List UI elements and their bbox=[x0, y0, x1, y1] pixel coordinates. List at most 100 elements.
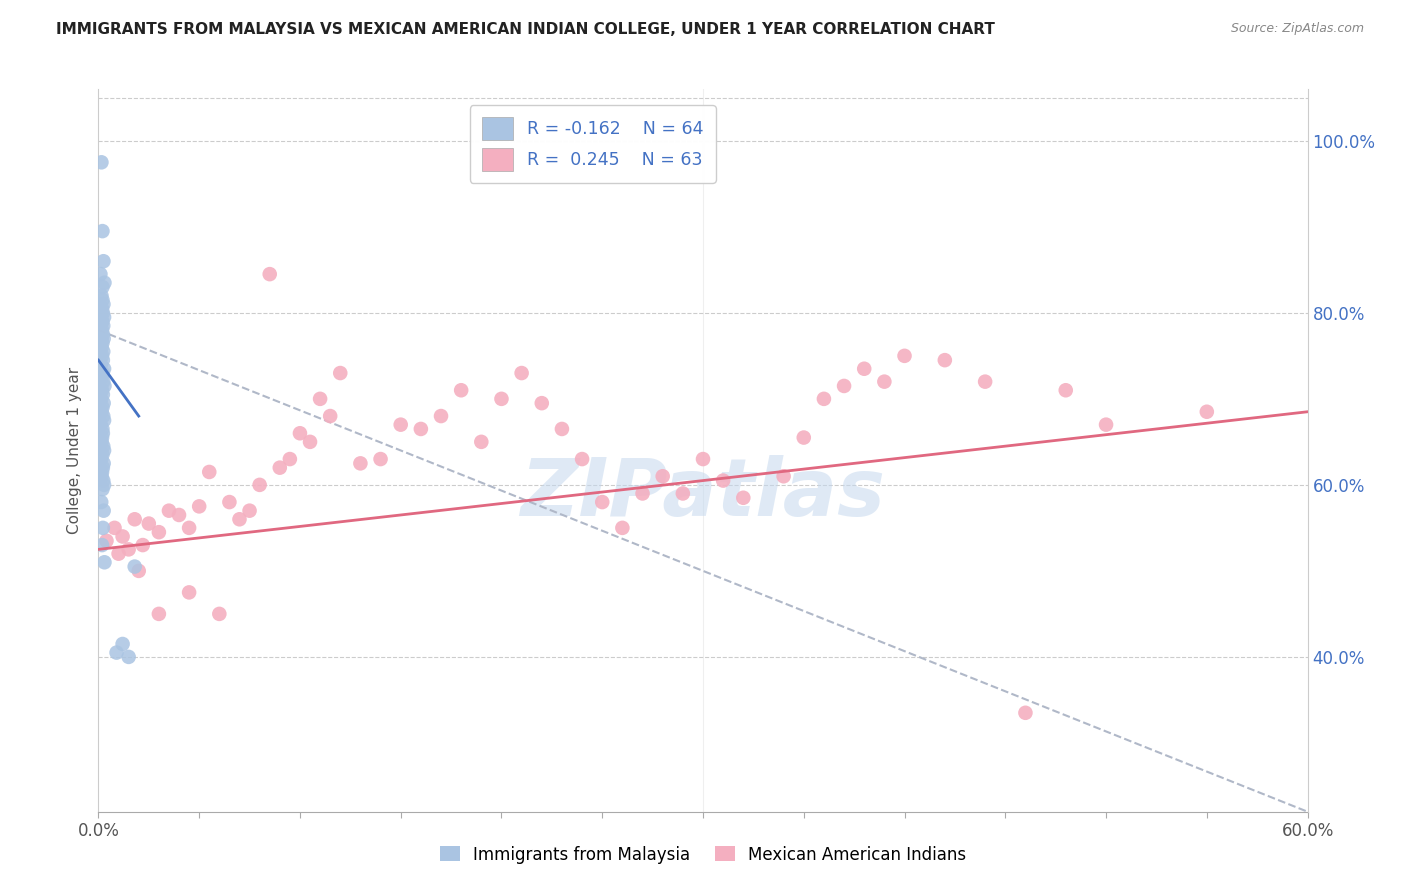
Point bbox=[91, 349, 114, 363]
Point bbox=[167, 508, 190, 522]
Point bbox=[91, 280, 114, 294]
Point bbox=[239, 503, 262, 517]
Point bbox=[1195, 405, 1218, 419]
Point bbox=[93, 276, 115, 290]
Point bbox=[90, 306, 112, 320]
Point bbox=[91, 306, 114, 320]
Point bbox=[179, 585, 201, 599]
Point bbox=[208, 607, 231, 621]
Point bbox=[1014, 706, 1036, 720]
Point bbox=[259, 267, 281, 281]
Point bbox=[893, 349, 915, 363]
Point bbox=[90, 332, 112, 346]
Point bbox=[91, 409, 114, 423]
Point bbox=[1095, 417, 1118, 432]
Point bbox=[91, 460, 114, 475]
Point bbox=[93, 297, 115, 311]
Point bbox=[309, 392, 332, 406]
Point bbox=[329, 366, 352, 380]
Point bbox=[107, 547, 129, 561]
Point bbox=[90, 452, 112, 467]
Point bbox=[148, 607, 170, 621]
Point bbox=[179, 521, 201, 535]
Y-axis label: College, Under 1 year: College, Under 1 year bbox=[67, 367, 83, 534]
Point bbox=[93, 310, 115, 325]
Point bbox=[278, 452, 301, 467]
Point bbox=[218, 495, 240, 509]
Point bbox=[612, 521, 634, 535]
Legend: Immigrants from Malaysia, Mexican American Indians: Immigrants from Malaysia, Mexican Americ… bbox=[433, 839, 973, 871]
Point bbox=[90, 434, 112, 449]
Point bbox=[111, 529, 134, 543]
Point bbox=[188, 500, 211, 514]
Point bbox=[571, 452, 593, 467]
Point bbox=[90, 417, 112, 432]
Point bbox=[124, 559, 146, 574]
Point bbox=[93, 503, 115, 517]
Point bbox=[91, 344, 114, 359]
Legend: R = -0.162    N = 64, R =  0.245    N = 63: R = -0.162 N = 64, R = 0.245 N = 63 bbox=[470, 105, 716, 183]
Point bbox=[974, 375, 997, 389]
Point bbox=[91, 335, 114, 350]
Point bbox=[349, 456, 371, 470]
Point bbox=[90, 370, 112, 384]
Point bbox=[389, 417, 412, 432]
Point bbox=[91, 482, 114, 496]
Point bbox=[91, 293, 114, 307]
Point bbox=[132, 538, 155, 552]
Point bbox=[510, 366, 533, 380]
Point bbox=[90, 405, 112, 419]
Point bbox=[91, 521, 114, 535]
Point bbox=[711, 474, 734, 488]
Point bbox=[672, 486, 695, 500]
Point bbox=[93, 254, 115, 268]
Point bbox=[157, 503, 180, 517]
Text: Source: ZipAtlas.com: Source: ZipAtlas.com bbox=[1230, 22, 1364, 36]
Point bbox=[288, 426, 311, 441]
Point bbox=[91, 387, 114, 401]
Point bbox=[91, 353, 114, 368]
Point bbox=[651, 469, 673, 483]
Point bbox=[91, 301, 114, 316]
Point bbox=[91, 314, 114, 328]
Point bbox=[91, 383, 114, 397]
Point bbox=[409, 422, 432, 436]
Point bbox=[551, 422, 574, 436]
Point bbox=[93, 413, 115, 427]
Point bbox=[228, 512, 250, 526]
Point bbox=[105, 646, 128, 660]
Point bbox=[91, 448, 114, 462]
Point bbox=[91, 375, 114, 389]
Point bbox=[93, 443, 115, 458]
Point bbox=[733, 491, 755, 505]
Point bbox=[93, 456, 115, 470]
Point bbox=[91, 439, 114, 453]
Point bbox=[93, 379, 115, 393]
Point bbox=[91, 422, 114, 436]
Point bbox=[118, 649, 141, 664]
Point bbox=[90, 495, 112, 509]
Point bbox=[103, 521, 125, 535]
Point bbox=[96, 533, 118, 548]
Point bbox=[93, 361, 115, 376]
Point bbox=[93, 396, 115, 410]
Point bbox=[692, 452, 714, 467]
Point bbox=[91, 401, 114, 415]
Point bbox=[90, 358, 112, 372]
Point bbox=[89, 267, 111, 281]
Point bbox=[772, 469, 794, 483]
Point bbox=[873, 375, 896, 389]
Point bbox=[299, 434, 322, 449]
Point bbox=[91, 323, 114, 337]
Point bbox=[370, 452, 392, 467]
Text: ZIPatlas: ZIPatlas bbox=[520, 455, 886, 533]
Point bbox=[793, 431, 815, 445]
Point bbox=[148, 525, 170, 540]
Point bbox=[91, 465, 114, 479]
Point bbox=[128, 564, 150, 578]
Point bbox=[631, 486, 654, 500]
Point bbox=[138, 516, 160, 531]
Point bbox=[91, 474, 114, 488]
Point bbox=[853, 361, 876, 376]
Point bbox=[269, 460, 291, 475]
